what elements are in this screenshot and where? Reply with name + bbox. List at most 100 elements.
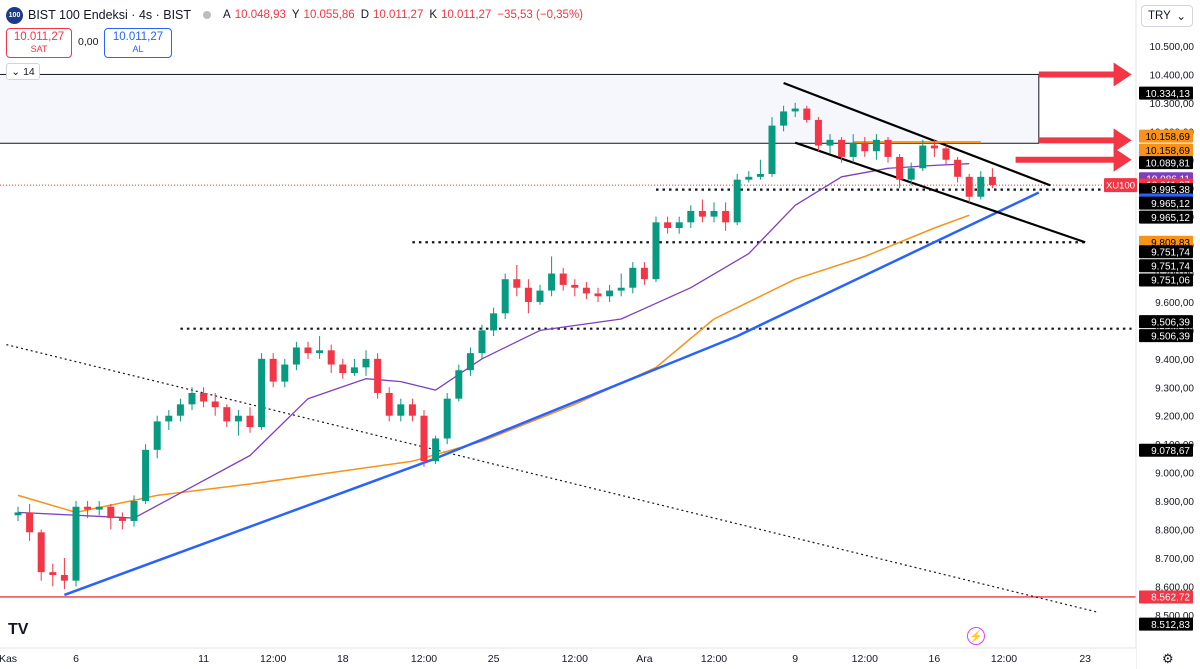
y-tick-label: 8.700,00 xyxy=(1155,554,1194,565)
candle xyxy=(327,350,335,365)
x-tick-label: 12:00 xyxy=(411,653,437,665)
x-tick-label: 6 xyxy=(73,653,79,665)
candle xyxy=(165,415,173,422)
y-tick-label: 9.200,00 xyxy=(1155,412,1194,423)
price-label-box xyxy=(1139,156,1193,170)
x-tick-label: 12:00 xyxy=(260,653,286,665)
candle xyxy=(234,415,242,422)
price-label: 8.512,83 xyxy=(1151,620,1190,631)
candle xyxy=(513,279,521,288)
price-label: 10.089,81 xyxy=(1146,158,1191,169)
candle xyxy=(919,145,927,169)
price-label: 9.078,67 xyxy=(1151,446,1190,457)
candle xyxy=(501,279,509,314)
candle xyxy=(571,284,579,288)
candle xyxy=(49,572,57,575)
change-value: −35,53 (−0,35%) xyxy=(497,9,583,21)
candle xyxy=(292,347,300,365)
candle xyxy=(37,532,45,573)
y-tick-label: 8.900,00 xyxy=(1155,497,1194,508)
ohlc-readout: A 10.048,93 Y 10.055,86 D 10.011,27 K 10.011… xyxy=(223,9,583,21)
candle xyxy=(397,404,405,416)
candle xyxy=(652,222,660,280)
candle xyxy=(408,404,416,416)
candle xyxy=(339,364,347,374)
buy-label: AL xyxy=(132,44,144,54)
symbol-title[interactable]: BIST 100 Endeksi · 4s · BIST xyxy=(28,8,192,22)
currency-select[interactable]: TRY ⌄ xyxy=(1141,5,1193,27)
x-tick-label: 16 xyxy=(929,653,941,665)
candle xyxy=(675,222,683,229)
candle xyxy=(455,370,463,399)
candle xyxy=(942,148,950,160)
candle xyxy=(223,407,231,422)
sell-label: SAT xyxy=(30,44,48,54)
symbol-tag: XU100 xyxy=(1106,181,1135,192)
indicator-count: 14 xyxy=(23,65,35,78)
candle xyxy=(72,506,80,581)
candle xyxy=(594,293,602,297)
symbol-tag-box xyxy=(1104,178,1137,193)
buy-price: 10.011,27 xyxy=(112,31,164,43)
indicators-collapse-button[interactable]: ⌄ 14 xyxy=(6,63,40,80)
price-label: 9.809,83 xyxy=(1151,238,1190,249)
candle xyxy=(710,210,718,217)
x-tick-label: Ara xyxy=(636,653,653,665)
market-status-icon[interactable] xyxy=(203,11,212,19)
x-tick-label: 12:00 xyxy=(562,653,588,665)
candle xyxy=(60,574,68,581)
symbol-logo: 100 xyxy=(6,6,23,24)
candle xyxy=(977,176,985,197)
resistance-zone xyxy=(0,73,1040,144)
price-label-box xyxy=(1139,196,1193,210)
candle xyxy=(640,267,648,280)
y-tick-label: 9.400,00 xyxy=(1155,355,1194,366)
gear-icon[interactable]: ⚙ xyxy=(1162,651,1174,666)
close-value: 10.011,27 xyxy=(441,9,492,21)
candle xyxy=(687,210,695,223)
sell-price: 10.011,27 xyxy=(13,31,65,43)
price-label-box xyxy=(1139,86,1193,100)
price-label: 10.158,69 xyxy=(1146,146,1191,157)
candle xyxy=(14,512,22,516)
lightning-icon[interactable]: ⚡ xyxy=(967,627,985,645)
price-label-box xyxy=(1139,329,1193,343)
y-tick-label: 9.600,00 xyxy=(1155,298,1194,309)
candle xyxy=(814,119,822,146)
buy-button[interactable]: 10.011,27 AL xyxy=(104,28,172,58)
spread-value: 0,00 xyxy=(78,36,99,48)
high-value: 10.055,86 xyxy=(303,9,355,21)
ma-fast-line xyxy=(17,163,970,519)
y-tick-label: 9.000,00 xyxy=(1155,469,1194,480)
channel-upper-line xyxy=(783,81,1051,187)
chart-header: 100 BIST 100 Endeksi · 4s · BIST A 10.048… xyxy=(6,6,583,24)
candle xyxy=(617,287,625,291)
candle xyxy=(861,142,869,152)
y-tick-label: 8.600,00 xyxy=(1155,582,1194,593)
candle xyxy=(176,404,184,416)
candle xyxy=(872,139,880,152)
candle xyxy=(988,176,996,186)
candle xyxy=(211,401,219,408)
y-tick-label: 10.400,00 xyxy=(1150,70,1195,81)
candle xyxy=(142,449,150,502)
candle xyxy=(838,139,846,157)
price-label: 9.995,38 xyxy=(1151,185,1190,196)
open-key: A xyxy=(223,9,231,21)
candle xyxy=(768,125,776,174)
red-arrow-head-2 xyxy=(1113,147,1132,172)
price-label: 9.506,39 xyxy=(1151,317,1190,328)
candle xyxy=(722,210,730,223)
dotted-trend-line xyxy=(6,344,1097,613)
sell-button[interactable]: 10.011,27 SAT xyxy=(6,28,72,58)
candle xyxy=(188,392,196,405)
candle xyxy=(26,512,34,533)
candle xyxy=(316,350,324,354)
close-key: K xyxy=(429,9,438,21)
candle xyxy=(95,506,103,510)
candle xyxy=(362,358,370,368)
candle xyxy=(826,139,834,146)
candle xyxy=(849,142,857,157)
candle xyxy=(733,179,741,223)
